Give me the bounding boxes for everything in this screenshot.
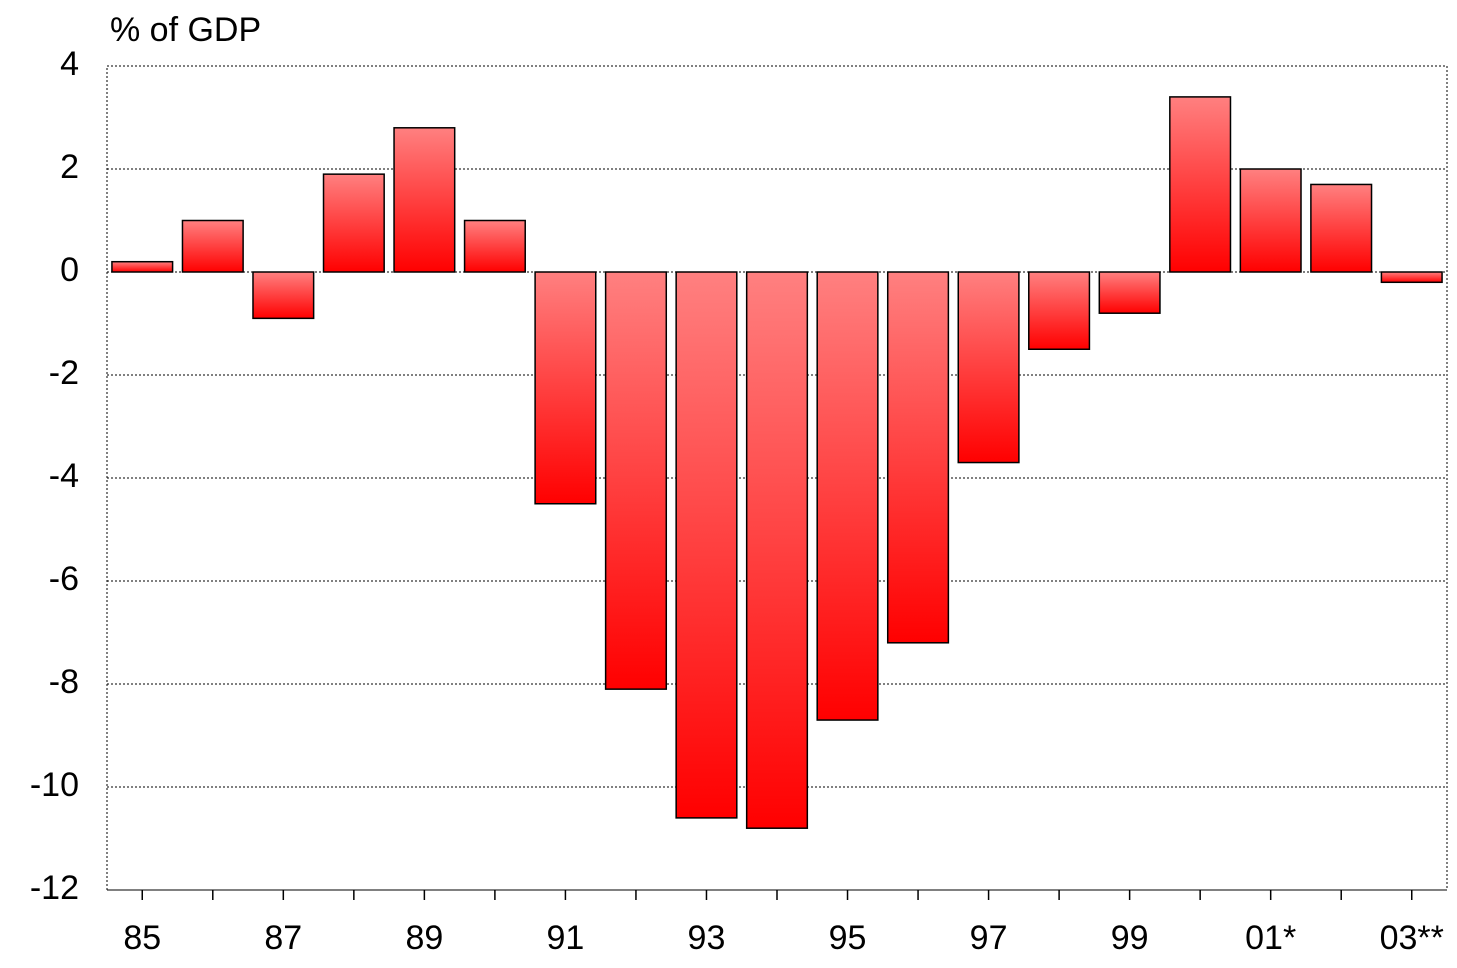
bar	[1098, 271, 1161, 314]
y-tick-label: 4	[60, 45, 79, 83]
y-tick-label: -10	[30, 766, 79, 804]
bar	[1239, 168, 1302, 273]
bar	[463, 219, 526, 273]
bar	[816, 271, 879, 721]
y-tick-label: -4	[49, 457, 79, 495]
x-tick-label: 01*	[1245, 919, 1296, 957]
x-tick-label: 87	[264, 919, 302, 957]
y-tick-label: -2	[49, 354, 79, 392]
bar	[1310, 183, 1373, 273]
bar	[745, 271, 809, 829]
bar	[252, 271, 315, 320]
bar	[181, 219, 244, 273]
bar	[1028, 271, 1091, 350]
bar	[604, 271, 668, 690]
y-tick-label: -8	[49, 663, 79, 701]
y-tick-label: -6	[49, 560, 79, 598]
bar	[1169, 96, 1232, 273]
x-tick-label: 97	[970, 919, 1008, 957]
y-tick-label: -12	[30, 869, 79, 907]
x-tick-label: 03**	[1380, 919, 1444, 957]
x-tick-label: 93	[688, 919, 726, 957]
x-tick-label: 95	[829, 919, 867, 957]
bar	[675, 271, 738, 819]
bar	[1380, 271, 1443, 284]
bar	[886, 271, 950, 644]
bar	[393, 127, 456, 273]
y-axis-label: % of GDP	[110, 11, 261, 49]
x-tick-label: 91	[547, 919, 585, 957]
bar	[957, 271, 1020, 464]
bar	[322, 173, 385, 273]
x-tick-label: 85	[123, 919, 161, 957]
x-tick-label: 89	[405, 919, 443, 957]
x-tick-label: 99	[1111, 919, 1149, 957]
y-tick-label: 0	[60, 251, 79, 289]
y-tick-label: 2	[60, 148, 79, 186]
bar	[534, 271, 597, 505]
bar	[111, 260, 174, 273]
